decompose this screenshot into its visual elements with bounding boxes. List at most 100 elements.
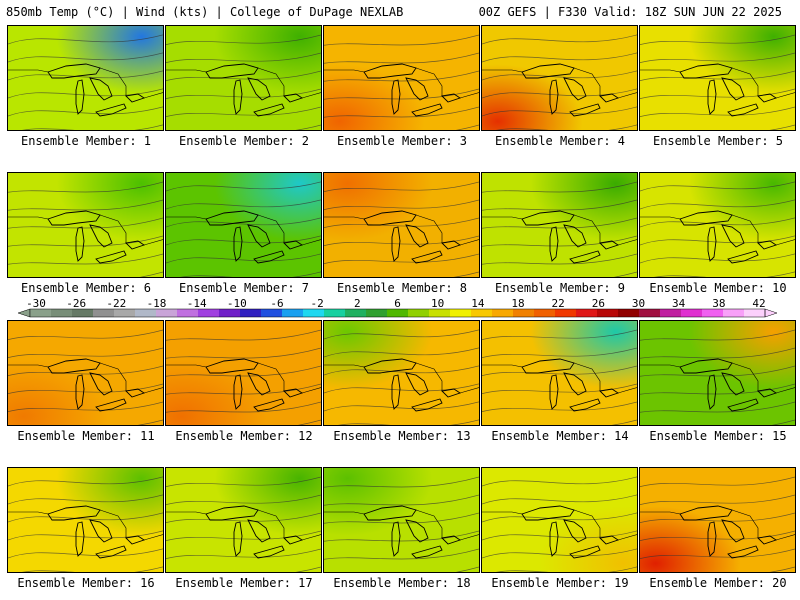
colorbar-swatch: [324, 309, 346, 317]
colorbar-tick-label: 38: [712, 297, 726, 310]
height-contour: [482, 34, 637, 45]
height-contour: [482, 199, 637, 211]
height-contour: [324, 329, 479, 340]
panel-caption: Ensemble Member: 5: [652, 134, 784, 148]
great-lakes-outline: [47, 63, 101, 79]
colorbar-swatch: [744, 309, 766, 317]
colorbar-outline: [29, 308, 766, 318]
temperature-field: [482, 468, 637, 572]
colorbar-swatch: [723, 309, 745, 317]
panel-caption: Ensemble Member: 18: [333, 576, 471, 590]
ensemble-map-panel: [481, 172, 638, 278]
height-contour: [8, 530, 163, 541]
great-lakes-outline: [563, 372, 587, 396]
height-contour: [771, 419, 795, 425]
height-contour: [166, 199, 321, 210]
height-contour: [166, 383, 321, 395]
ensemble-map-panel: [481, 467, 638, 573]
height-contour: [139, 271, 163, 277]
state-border: [8, 67, 163, 99]
panel-caption: Ensemble Member: 17: [175, 576, 313, 590]
great-lakes-outline: [727, 103, 759, 117]
temperature-field: [482, 173, 637, 277]
ensemble-map-panel: [7, 25, 164, 131]
state-border: [324, 67, 479, 99]
temperature-field: [324, 321, 479, 425]
great-lakes-outline: [569, 398, 601, 412]
great-lakes-outline: [391, 226, 401, 262]
ensemble-map-panel: [7, 172, 164, 278]
height-contour: [8, 365, 163, 377]
colorbar-swatch: [471, 309, 493, 317]
height-contour: [324, 70, 479, 82]
height-contour: [324, 235, 479, 247]
colorbar-tick-label: -10: [226, 297, 247, 310]
height-contour: [324, 548, 479, 560]
panel-caption: Ensemble Member: 13: [333, 429, 471, 443]
height-contour: [8, 253, 163, 265]
height-contour: [8, 347, 163, 359]
great-lakes-outline: [679, 505, 733, 521]
temperature-field: [640, 321, 795, 425]
temperature-field: [324, 26, 479, 130]
great-lakes-outline: [727, 398, 759, 412]
colorbar-swatch: [702, 309, 724, 317]
height-contour: [337, 419, 479, 425]
height-contour: [324, 476, 479, 488]
colorbar-tick-label: -6: [270, 297, 284, 310]
great-lakes-outline: [521, 63, 575, 79]
colorbar-swatch: [282, 309, 304, 317]
height-contour: [455, 566, 479, 572]
colorbar-tick-label: -30: [26, 297, 46, 310]
state-border: [166, 214, 321, 246]
great-lakes-outline: [391, 79, 401, 115]
colorbar-swatch: [72, 309, 94, 317]
great-lakes-outline: [679, 210, 733, 226]
state-border: [482, 67, 637, 99]
temperature-field: [640, 173, 795, 277]
great-lakes-outline: [247, 519, 271, 543]
height-contour: [653, 271, 795, 277]
temperature-field: [8, 26, 163, 130]
state-border: [166, 362, 321, 394]
colorbar-swatch: [429, 309, 451, 317]
great-lakes-outline: [205, 505, 259, 521]
state-border: [324, 362, 479, 394]
state-border: [482, 214, 637, 246]
colorbar-tick-label: 22: [551, 297, 565, 310]
ensemble-map-panel: [323, 320, 480, 426]
height-contour: [324, 34, 479, 46]
panel-caption: Ensemble Member: 3: [336, 134, 468, 148]
colorbar-tick-label: 30: [631, 297, 646, 310]
colorbar-tick-label: 10: [431, 297, 445, 310]
great-lakes-outline: [253, 545, 285, 559]
great-lakes-outline: [89, 77, 113, 101]
ensemble-map-panel: [323, 25, 480, 131]
height-contour: [295, 124, 321, 130]
great-lakes-outline: [405, 372, 429, 396]
height-contour: [21, 124, 163, 130]
height-contour: [295, 566, 321, 572]
colorbar-min-arrow: [17, 308, 31, 318]
great-lakes-outline: [721, 224, 745, 248]
ensemble-map-panel: [639, 172, 796, 278]
great-lakes-outline: [363, 505, 417, 521]
great-lakes-outline: [253, 250, 285, 264]
great-lakes-outline: [47, 358, 101, 374]
height-contour: [611, 419, 637, 425]
height-contour: [324, 530, 479, 542]
great-lakes-outline: [363, 358, 417, 374]
colorbar-swatch: [513, 309, 535, 317]
great-lakes-outline: [569, 250, 601, 264]
great-lakes-outline: [233, 79, 243, 115]
great-lakes-outline: [205, 63, 259, 79]
great-lakes-outline: [563, 519, 587, 543]
ensemble-map-panel: [165, 25, 322, 131]
colorbar-tick-label: -14: [186, 297, 207, 310]
height-contour: [324, 383, 479, 394]
colorbar-swatch: [114, 309, 136, 317]
height-contour: [21, 566, 163, 572]
great-lakes-outline: [75, 374, 85, 410]
height-contour: [482, 365, 637, 377]
height-contour: [482, 383, 637, 395]
